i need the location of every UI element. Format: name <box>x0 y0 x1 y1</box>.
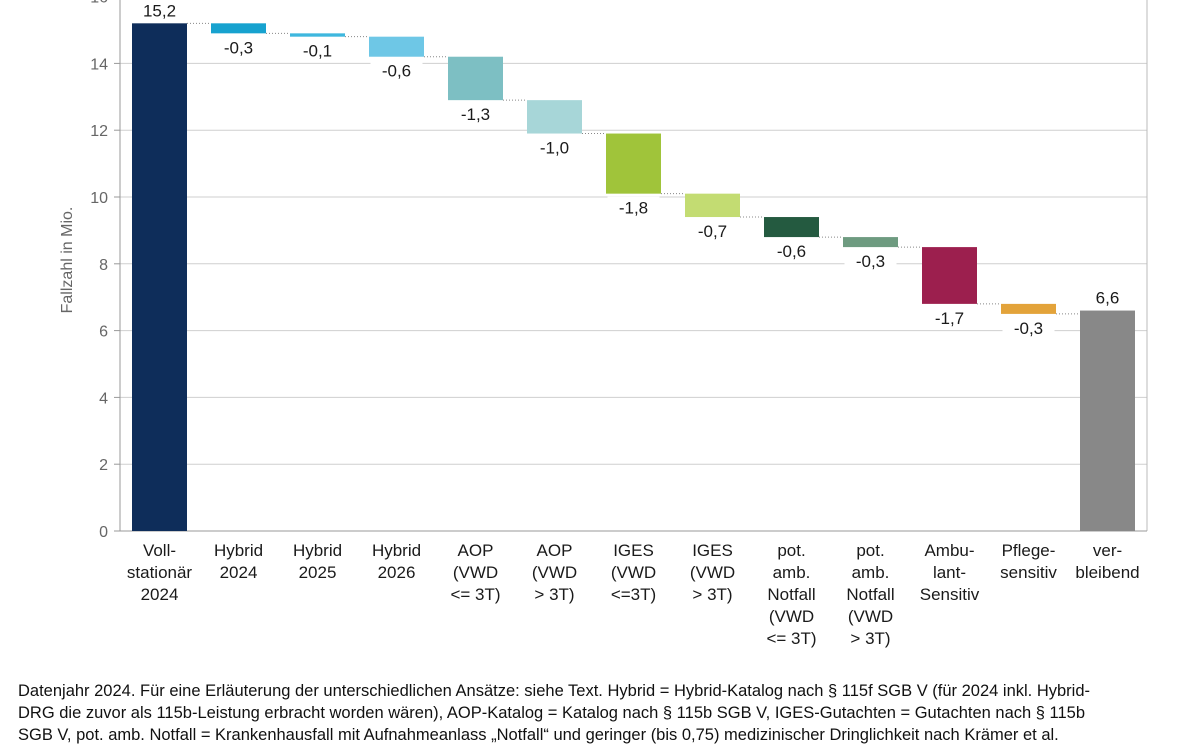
y-tick-label: 4 <box>99 390 108 407</box>
label-bg <box>607 196 660 219</box>
value-label: -1,0 <box>540 139 569 158</box>
x-tick-label: pot. amb. Notfall (VWD > 3T) <box>846 541 894 648</box>
label-bg <box>923 306 976 329</box>
x-tick-label: ver-bleibend <box>1075 541 1139 582</box>
bar <box>211 23 266 34</box>
bar <box>132 23 187 531</box>
bar <box>922 247 977 304</box>
x-tick-label: Pflege-sensitiv <box>1000 541 1057 582</box>
x-tick-label: pot. amb. Notfall (VWD <= 3T) <box>766 541 816 648</box>
label-bg <box>765 240 818 263</box>
bar <box>685 193 740 218</box>
y-tick-label: 12 <box>90 123 108 140</box>
x-tick-label: Voll-stationär 2024 <box>127 541 193 604</box>
label-bg <box>686 220 739 243</box>
bar <box>1001 303 1056 314</box>
label-bg <box>528 136 581 159</box>
value-label: -1,3 <box>461 105 490 124</box>
y-tick-label: 10 <box>90 190 108 207</box>
bar <box>527 100 582 134</box>
footnote-line: DRG die zuvor als 115b-Leistung erbracht… <box>18 704 1085 722</box>
x-tick-label: Hybrid 2026 <box>372 541 421 582</box>
bar <box>606 133 661 194</box>
x-tick-label: IGES (VWD <=3T) <box>611 541 656 604</box>
value-label: -1,7 <box>935 309 964 328</box>
label-bg <box>212 36 265 59</box>
label-bg <box>1002 316 1055 339</box>
bar <box>764 217 819 238</box>
value-label: -0,1 <box>303 42 332 61</box>
value-label: -0,6 <box>777 242 806 261</box>
x-tick-label: AOP (VWD <= 3T) <box>450 541 500 604</box>
y-axis-label: Fallzahl in Mio. <box>59 207 76 314</box>
y-tick-label: 6 <box>99 324 108 341</box>
y-tick-label: 2 <box>99 457 108 474</box>
value-label: -1,8 <box>619 199 648 218</box>
x-tick-label: Hybrid 2024 <box>214 541 263 582</box>
label-bg <box>291 39 344 62</box>
bar <box>369 36 424 57</box>
value-label: -0,3 <box>856 252 885 271</box>
value-label: -0,3 <box>224 38 253 57</box>
value-label: 15,2 <box>143 1 176 20</box>
label-bg <box>449 103 502 126</box>
bar <box>843 237 898 248</box>
y-tick-label: 16 <box>90 0 108 7</box>
x-tick-label: AOP (VWD > 3T) <box>532 541 577 604</box>
value-label: 6,6 <box>1096 289 1120 308</box>
y-tick-label: 0 <box>99 524 108 541</box>
footnote-line: SGB V, pot. amb. Notfall = Krankenhausfa… <box>18 726 1059 744</box>
bar <box>448 56 503 101</box>
y-tick-label: 8 <box>99 257 108 274</box>
label-bg <box>370 59 423 82</box>
value-label: -0,6 <box>382 62 411 81</box>
footnote-line: Datenjahr 2024. Für eine Erläuterung der… <box>18 682 1090 700</box>
bar <box>290 33 345 37</box>
label-bg <box>844 250 897 273</box>
x-tick-label: Hybrid 2025 <box>293 541 342 582</box>
value-label: -0,7 <box>698 222 727 241</box>
y-tick-label: 14 <box>90 56 108 73</box>
bar <box>1080 310 1135 531</box>
x-tick-label: Ambu-lant-Sensitiv <box>920 541 980 604</box>
x-tick-label: IGES (VWD > 3T) <box>690 541 735 604</box>
value-label: -0,3 <box>1014 319 1043 338</box>
